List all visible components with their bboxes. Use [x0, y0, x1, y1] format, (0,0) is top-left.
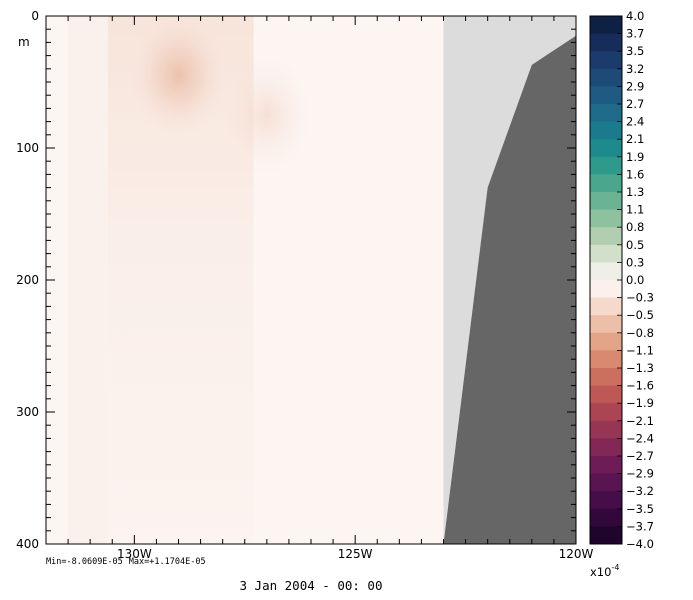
colorbar-segment — [590, 332, 622, 351]
colorbar-segment — [590, 491, 622, 510]
y-axis: 0 100 200 300 400 — [16, 9, 576, 551]
colorbar-segment — [590, 227, 622, 246]
colorbar-level-label: −2.4 — [626, 431, 654, 445]
colorbar-segment — [590, 526, 622, 545]
x-axis: 130W 125W 120W — [67, 16, 594, 561]
colorbar-level-label: 1.9 — [626, 150, 644, 164]
colorbar-segment — [590, 244, 622, 263]
y-tick-label: 300 — [16, 405, 39, 419]
colorbar-segment — [590, 385, 622, 404]
colorbar-level-label: −0.3 — [626, 291, 654, 305]
colorbar-level-label: 3.7 — [626, 27, 644, 41]
y-tick-label: 200 — [16, 273, 39, 287]
colorbar-segment — [590, 438, 622, 457]
colorbar-segment — [590, 192, 622, 211]
colorbar-level-label: 2.4 — [626, 115, 644, 129]
colorbar-segment — [590, 51, 622, 70]
colorbar-segment — [590, 297, 622, 316]
colorbar-segment — [590, 16, 622, 35]
colorbar-level-label: −1.9 — [626, 396, 654, 410]
colorbar-level-label: 4.0 — [626, 9, 644, 23]
colorbar-segment — [590, 315, 622, 334]
y-tick-label: 100 — [16, 141, 39, 155]
colorbar-segment — [590, 508, 622, 527]
colorbar-segment — [590, 104, 622, 123]
colorbar-level-label: 2.7 — [626, 97, 644, 111]
colorbar-level-label: −2.7 — [626, 449, 654, 463]
colorbar-segment — [590, 174, 622, 193]
y-axis-unit-label: m — [18, 35, 30, 49]
colorbar-level-label: 2.9 — [626, 79, 644, 93]
colorbar — [589, 15, 623, 545]
x-tick-label: 130W — [117, 547, 152, 561]
y-tick-label: 0 — [31, 9, 39, 23]
colorbar-segment — [590, 121, 622, 140]
colorbar-level-label: −2.9 — [626, 467, 654, 481]
colorbar-segment — [590, 368, 622, 387]
anomaly-peak — [128, 16, 229, 138]
colorbar-level-label: 1.1 — [626, 203, 644, 217]
colorbar-segment — [590, 68, 622, 87]
colorbar-level-label: −1.3 — [626, 361, 654, 375]
colorbar-level-label: 0.3 — [626, 255, 644, 269]
colorbar-level-label: −1.1 — [626, 343, 654, 357]
colorbar-segment — [590, 33, 622, 52]
anomaly-band-west — [68, 16, 108, 544]
y-tick-label: 400 — [16, 537, 39, 551]
colorbar-segment — [590, 262, 622, 281]
plot-area — [46, 16, 576, 544]
colorbar-level-label: −0.5 — [626, 308, 654, 322]
colorbar-level-label: 0.0 — [626, 273, 644, 287]
colorbar-scale-label: x10-4 — [590, 563, 619, 579]
land-area — [443, 35, 576, 544]
colorbar-segment — [590, 280, 622, 299]
colorbar-level-label: −0.8 — [626, 326, 654, 340]
min-max-stats: Min=-8.0609E-05 Max=+1.1704E-05 — [46, 557, 206, 567]
colorbar-level-label: 2.1 — [626, 132, 644, 146]
x-tick-label: 125W — [338, 547, 373, 561]
colorbar-level-label: 0.8 — [626, 220, 644, 234]
colorbar-segment — [590, 350, 622, 369]
x-tick-label: 120W — [559, 547, 594, 561]
colorbar-segment — [590, 420, 622, 439]
colorbar-level-label: 1.3 — [626, 185, 644, 199]
colorbar-segment — [590, 156, 622, 175]
colorbar-level-label: −3.5 — [626, 502, 654, 516]
colorbar-level-label: 1.6 — [626, 167, 644, 181]
date-label: 3 Jan 2004 - 00: 00 — [240, 578, 383, 593]
colorbar-level-label: −1.6 — [626, 379, 654, 393]
colorbar-level-label: −3.2 — [626, 484, 654, 498]
colorbar-level-label: 0.5 — [626, 238, 644, 252]
colorbar-level-label: 3.5 — [626, 44, 644, 58]
colorbar-segment — [590, 456, 622, 475]
colorbar-segment — [590, 403, 622, 422]
colorbar-segment — [590, 139, 622, 158]
colorbar-level-label: −4.0 — [626, 537, 654, 551]
colorbar-labels: 4.0 3.7 3.5 3.2 2.9 2.7 2.4 2.1 1.9 1.6 1.3 1.1 0.8 0… — [617, 9, 654, 551]
colorbar-level-label: −2.1 — [626, 414, 654, 428]
colorbar-segment — [590, 86, 622, 105]
colorbar-level-label: −3.7 — [626, 519, 654, 533]
colorbar-level-label: 3.2 — [626, 62, 644, 76]
colorbar-segment — [590, 209, 622, 228]
colorbar-segment — [590, 473, 622, 492]
anomaly-peak — [222, 55, 311, 175]
